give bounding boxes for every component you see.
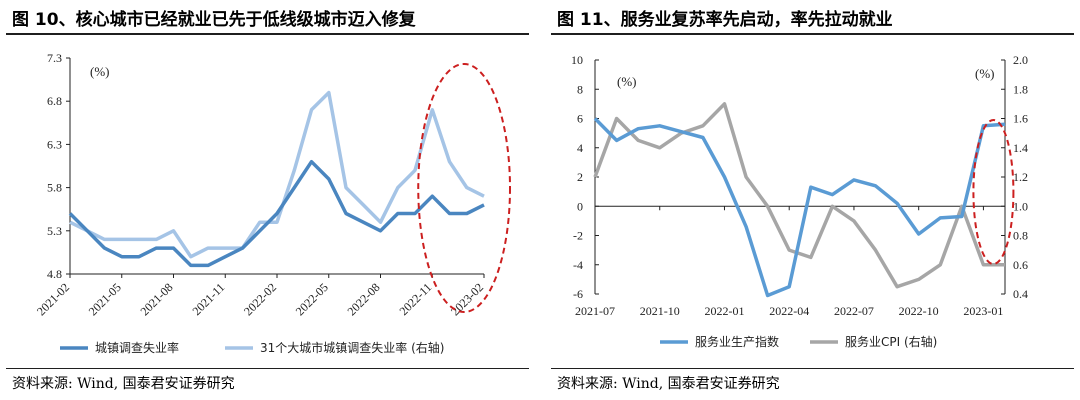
legend-label-31-cities: 31个大城市城镇调查失业率 (右轴) xyxy=(260,340,444,355)
x-tick-label: 2021-02 xyxy=(34,280,72,318)
figure-11-panel: 图 11、服务业复苏率先启动，率先拉动就业 (%) (%) -6 -4 -2 0 2 4 6… xyxy=(545,0,1080,400)
figure-11-title: 图 11、服务业复苏率先启动，率先拉动就业 xyxy=(557,10,893,30)
y-tick-labels: 4.8 5.3 5.8 6.3 6.8 7.3 xyxy=(47,51,70,281)
x-tick-labels: 2021-02 2021-05 2021-08 2021-11 2022-02 2022-… xyxy=(34,274,486,318)
y-tick-label: 6.8 xyxy=(47,94,62,108)
y-tick-label: 4.8 xyxy=(47,267,62,281)
y-tick-label: 5.8 xyxy=(47,181,62,195)
x-tick-label: 2022-07 xyxy=(834,304,874,318)
left-unit-label: (%) xyxy=(90,64,110,79)
x-tick-label: 2022-08 xyxy=(344,280,382,318)
unemployment-chart: (%) 4.85.35.86.36.87.3 2021-02 2021-05 202… xyxy=(34,51,511,355)
left-unit-label: (%) xyxy=(617,74,637,89)
x-tick-label: 2022-02 xyxy=(241,280,279,318)
source-rule xyxy=(551,368,1074,369)
left-y-tick-label: -4 xyxy=(573,258,583,272)
x-tick-label: 2022-04 xyxy=(769,304,809,318)
right-y-tick-label: 2.0 xyxy=(1013,53,1028,67)
series-line-31-cities xyxy=(69,90,485,259)
services-chart: (%) (%) -6 -4 -2 0 2 4 6 8 10 0.4 0.6 0.8 1.0 1.2 1.4… xyxy=(571,53,1028,349)
source-note: 资料来源: Wind, 国泰君安证券研究 xyxy=(12,376,235,392)
x-tick-label: 2022-01 xyxy=(704,304,744,318)
highlight-ellipse xyxy=(972,119,1015,265)
title-rule xyxy=(6,33,529,35)
right-y-tick-label: 1.4 xyxy=(1013,141,1028,155)
x-tick-label: 2021-07 xyxy=(575,304,615,318)
right-y-tick-label: 0.8 xyxy=(1013,229,1028,243)
left-y-tick-label: 0 xyxy=(577,199,583,213)
legend-label-services-cpi: 服务业CPI (右轴) xyxy=(845,334,937,349)
x-tick-label: 2022-05 xyxy=(293,280,331,318)
title-rule xyxy=(551,33,1074,35)
left-y-tick-label: -6 xyxy=(573,287,583,301)
left-y-tick-label: 8 xyxy=(577,82,583,96)
y-tick-label: 7.3 xyxy=(47,51,62,65)
y-tick-label: 6.3 xyxy=(47,137,62,151)
x-tick-label: 2021-10 xyxy=(640,304,680,318)
left-y-tick-label: -2 xyxy=(573,229,583,243)
legend-label-services-index: 服务业生产指数 xyxy=(695,334,779,349)
x-tick-label: 2022-11 xyxy=(396,280,434,318)
left-y-tick-label: 6 xyxy=(577,112,583,126)
left-y-tick-labels: -6 -4 -2 0 2 4 6 8 10 xyxy=(571,53,599,301)
x-tick-label: 2022-10 xyxy=(899,304,939,318)
x-tick-labels: 2021-07 2021-10 2022-01 2022-04 2022-07 2022-… xyxy=(575,206,1003,318)
right-y-tick-label: 1.0 xyxy=(1013,199,1028,213)
x-tick-label: 2023-01 xyxy=(963,304,1003,318)
x-tick-label: 2021-11 xyxy=(189,280,227,318)
source-rule xyxy=(6,368,529,369)
series-line-services-index xyxy=(593,117,1006,298)
legend: 服务业生产指数 服务业CPI (右轴) xyxy=(660,334,937,349)
series-line-urban-unemployment xyxy=(68,159,485,268)
left-y-tick-label: 10 xyxy=(571,53,583,67)
source-note: 资料来源: Wind, 国泰君安证券研究 xyxy=(557,376,780,392)
right-y-tick-label: 1.2 xyxy=(1013,170,1028,184)
right-y-tick-label: 0.4 xyxy=(1013,287,1028,301)
figure-10-title: 图 10、核心城市已经就业已先于低线级城市迈入修复 xyxy=(12,10,416,30)
series-line-services-cpi xyxy=(593,102,1005,289)
series-lines xyxy=(68,90,485,268)
x-tick-label: 2021-05 xyxy=(86,280,124,318)
legend-label-urban-unemployment: 城镇调查失业率 xyxy=(95,340,179,355)
series-lines xyxy=(593,102,1006,298)
right-y-tick-label: 1.6 xyxy=(1013,112,1028,126)
x-tick-label: 2021-08 xyxy=(137,280,175,318)
legend: 城镇调查失业率 31个大城市城镇调查失业率 (右轴) xyxy=(60,340,444,355)
right-y-tick-label: 1.8 xyxy=(1013,82,1028,96)
y-tick-label: 5.3 xyxy=(47,224,62,238)
highlight-ellipse xyxy=(417,63,511,313)
x-tick-label: 2023-02 xyxy=(448,280,486,318)
right-y-tick-labels: 0.4 0.6 0.8 1.0 1.2 1.4 1.6 1.8 2.0 xyxy=(1001,53,1028,301)
left-y-tick-label: 2 xyxy=(577,170,583,184)
left-y-tick-label: 4 xyxy=(577,141,583,155)
right-y-tick-label: 0.6 xyxy=(1013,258,1028,272)
right-unit-label: (%) xyxy=(975,66,995,81)
figure-10-panel: 图 10、核心城市已经就业已先于低线级城市迈入修复 (%) 4.8 5.3 5.8 6… xyxy=(0,0,535,400)
